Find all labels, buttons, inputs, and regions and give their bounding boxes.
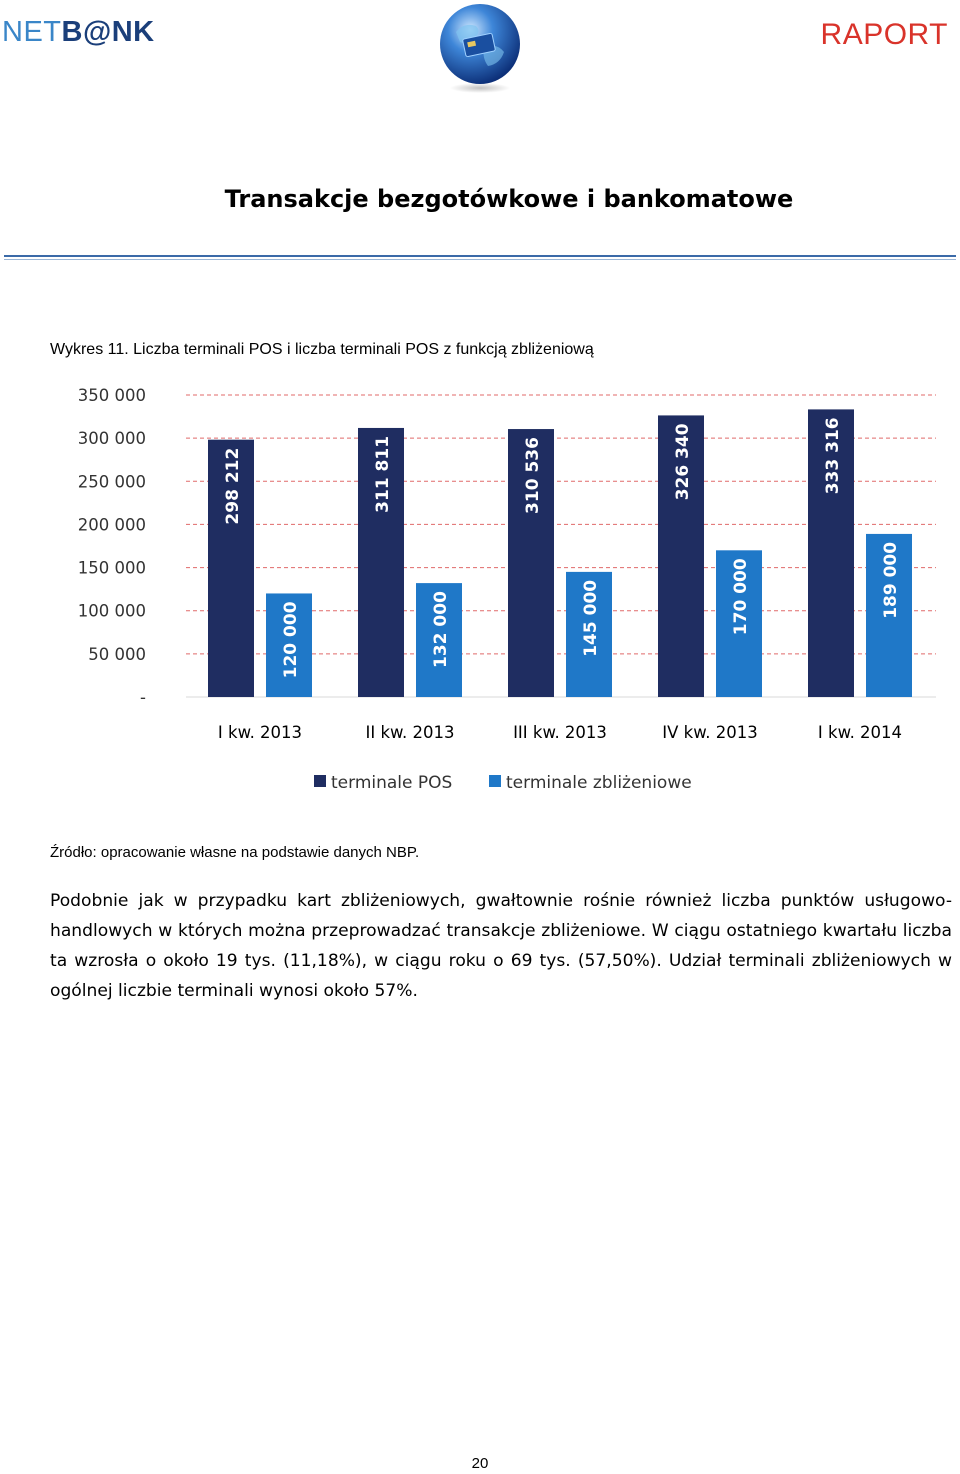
- bar: [716, 550, 762, 697]
- pos-terminals-chart: - 50 000 100 000 150 000 200 000 250 000 300 0…: [78, 386, 936, 793]
- legend-swatch: [489, 775, 501, 787]
- legend-label: terminale zbliżeniowe: [506, 773, 692, 793]
- bar: [208, 439, 254, 697]
- logo-suffix: B@NK: [61, 16, 155, 48]
- bar: [866, 533, 912, 697]
- legend-swatch: [314, 775, 326, 787]
- page-header: NETB@NK RAPORT: [0, 0, 960, 110]
- x-tick-label: I kw. 2014: [818, 723, 902, 742]
- data-label: 298 212: [223, 448, 243, 525]
- y-tick-label: -: [140, 688, 146, 707]
- data-label: 189 000: [881, 542, 901, 619]
- y-tick-label: 150 000: [78, 559, 146, 578]
- bar: [416, 583, 462, 697]
- page-number: 20: [471, 1455, 489, 1472]
- raport-logo: RAPORT: [820, 18, 948, 51]
- data-label: 333 316: [823, 417, 843, 494]
- y-tick-label: 200 000: [78, 515, 146, 534]
- data-label: 310 536: [523, 437, 543, 514]
- x-tick-label: IV kw. 2013: [662, 723, 757, 742]
- y-tick-label: 300 000: [78, 429, 146, 448]
- bar: [566, 571, 612, 697]
- bar: [508, 429, 554, 697]
- title-divider: [4, 255, 956, 260]
- bar: [358, 427, 404, 697]
- legend-label: terminale POS: [331, 773, 452, 793]
- globe-icon: [440, 4, 520, 93]
- page-title: Transakcje bezgotówkowe i bankomatowe: [224, 185, 794, 213]
- bar: [266, 593, 312, 697]
- x-tick-label: III kw. 2013: [513, 723, 607, 742]
- bar: [808, 409, 854, 697]
- x-tick-label: I kw. 2013: [218, 723, 302, 742]
- data-label: 311 811: [373, 436, 393, 513]
- y-tick-label: 100 000: [78, 602, 146, 621]
- logo-prefix: NET: [2, 16, 62, 48]
- y-tick-label: 250 000: [78, 472, 146, 491]
- data-label: 170 000: [731, 558, 751, 635]
- data-label: 326 340: [673, 423, 693, 500]
- bar: [658, 415, 704, 697]
- y-tick-label: 50 000: [88, 645, 146, 664]
- y-tick-label: 350 000: [78, 386, 146, 405]
- source-note: Źródło: opracowanie własne na podstawie …: [50, 844, 420, 861]
- x-tick-label: II kw. 2013: [366, 723, 455, 742]
- data-label: 145 000: [581, 580, 601, 657]
- body-paragraph: Podobnie jak w przypadku kart zbliżeniow…: [50, 891, 952, 1001]
- figure-caption: Wykres 11. Liczba terminali POS i liczba…: [50, 341, 594, 358]
- netbank-logo: NETB@NK: [2, 16, 155, 49]
- data-label: 120 000: [281, 601, 301, 678]
- data-label: 132 000: [431, 591, 451, 668]
